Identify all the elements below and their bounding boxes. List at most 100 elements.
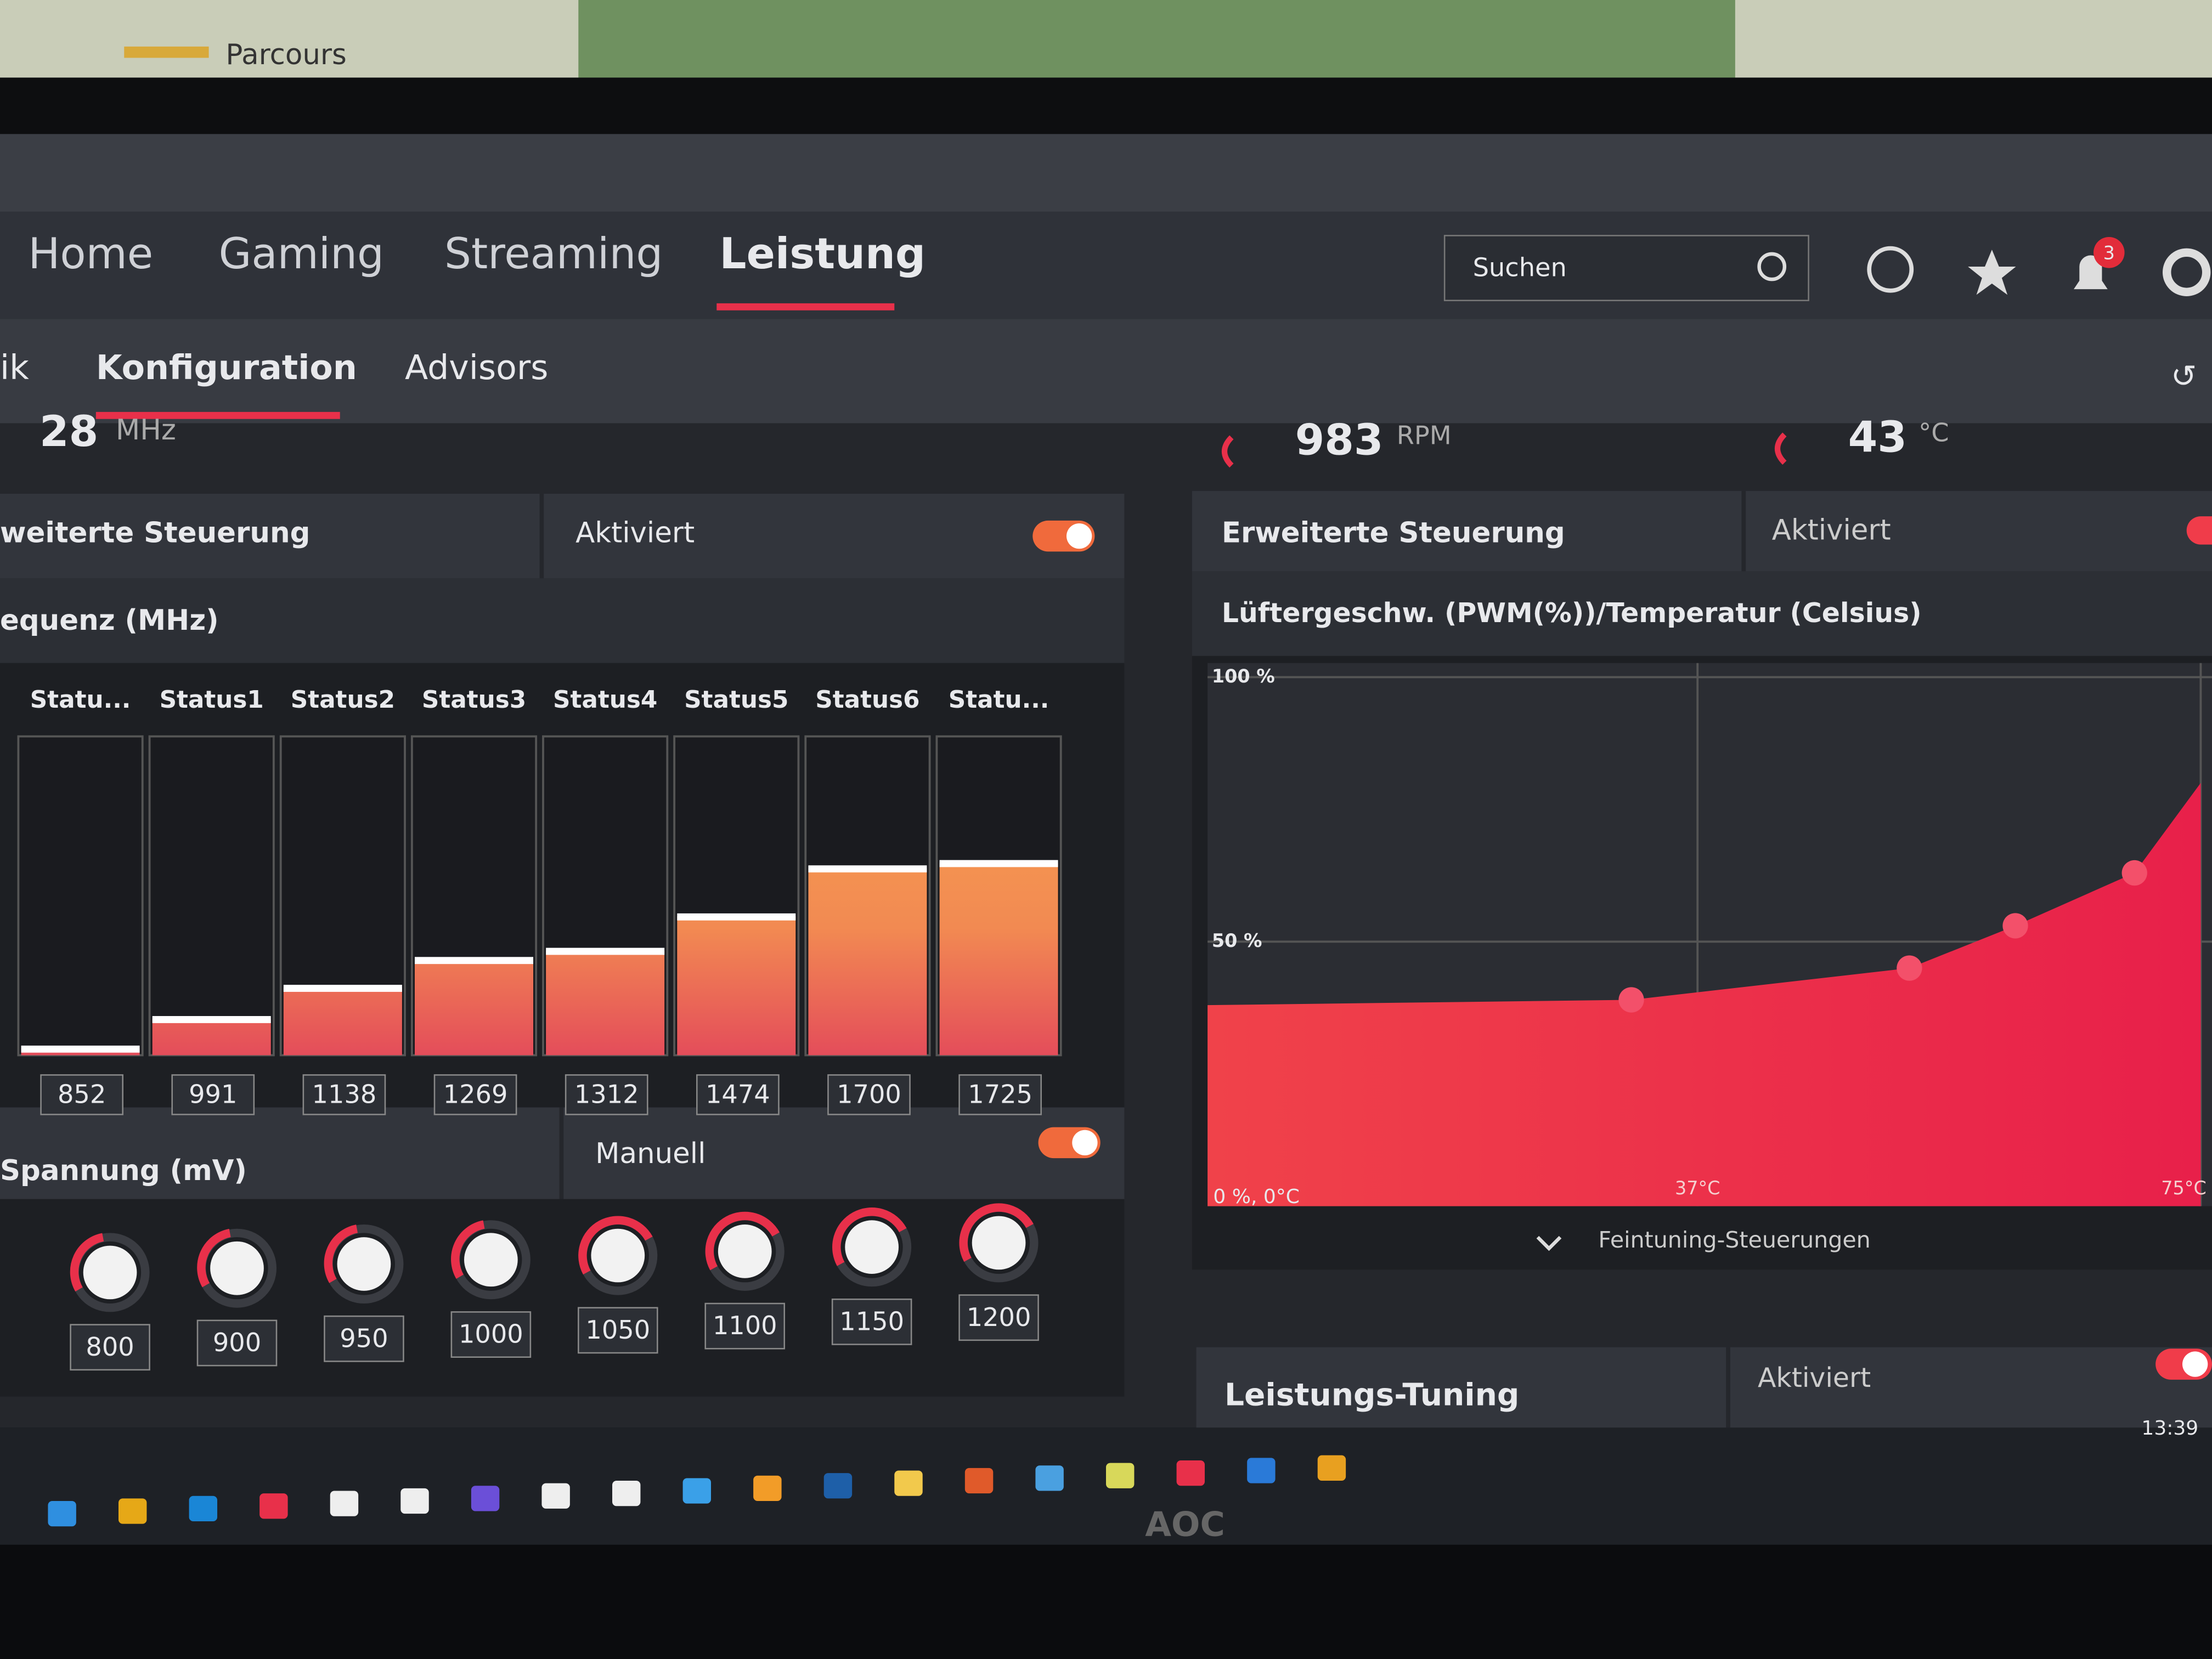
toggle[interactable] [2186,516,2212,545]
taskbar-icon[interactable] [1035,1465,1064,1491]
knob[interactable] [83,1245,137,1300]
voltage-area [0,1199,1125,1397]
value-box[interactable] [958,1294,1039,1341]
freq-value: 1269 [443,1080,508,1109]
taskbar-icon[interactable] [612,1480,641,1506]
taskbar-icon[interactable] [48,1501,76,1527]
value-box[interactable] [70,1324,150,1371]
bar [939,862,1058,1056]
taskbar-icon[interactable] [400,1488,429,1514]
sub-tab[interactable]: Konfiguration [96,348,357,387]
freq-title: equenz (MHz) [0,604,219,637]
bar-top [546,947,665,955]
value-box[interactable] [696,1074,780,1115]
taskbar-icon[interactable] [471,1486,500,1511]
bar-top [415,957,533,964]
value-box[interactable] [324,1315,404,1362]
sub-tab[interactable]: ik [0,348,29,387]
fan-advanced-state: Aktiviert [1772,514,1891,546]
bar-top [939,860,1058,867]
value-box[interactable] [302,1074,386,1115]
bar [152,1019,271,1056]
taskbar-icon[interactable] [823,1473,853,1499]
value-box[interactable] [831,1299,912,1345]
knob[interactable] [210,1241,264,1295]
voltage-value: 1200 [967,1302,1031,1332]
curve-point[interactable] [2002,913,2028,939]
taskbar-icon[interactable] [894,1470,923,1496]
value-box[interactable] [171,1074,255,1115]
taskbar [0,1427,2212,1549]
knob[interactable] [718,1224,772,1278]
state-label: Status4 [553,686,657,714]
voltage-title: Spannung (mV) [0,1154,247,1187]
title-bar [0,134,2212,216]
voltage-value: 900 [213,1328,261,1357]
fan-rpm: 983 [1295,415,1384,465]
search-box[interactable] [1443,235,1809,301]
taskbar-icon[interactable] [541,1483,570,1509]
freq-title-row [0,578,1125,663]
taskbar-icon[interactable] [1106,1463,1135,1488]
freq-value: 991 [189,1080,237,1109]
knob-arc [70,1233,104,1292]
value-box[interactable] [827,1074,911,1115]
value-box[interactable] [450,1311,532,1358]
taskbar-icon[interactable] [682,1478,711,1504]
globe-icon[interactable] [1867,246,1914,293]
taskbar-icon[interactable] [964,1468,994,1494]
freq-value: 1700 [837,1080,901,1109]
state-label: Status3 [422,686,526,714]
bar [415,960,533,1056]
taskbar-icon[interactable] [753,1475,782,1501]
legend-swatch [124,46,209,58]
knob[interactable] [845,1220,899,1274]
x-tick-label: 75°C [2161,1177,2207,1199]
tuning-row [1196,1347,2212,1428]
bar-top [808,865,927,873]
value-box[interactable] [196,1319,278,1367]
taskbar-icon[interactable] [1176,1460,1205,1486]
value-box[interactable] [40,1074,124,1115]
taskbar-icon[interactable] [259,1493,288,1519]
curve-point[interactable] [1897,955,1922,981]
y-tick-label: 50 % [1212,930,1262,951]
fan-area [1207,783,2201,1206]
value-box[interactable] [578,1307,658,1354]
bar-top [152,1016,271,1023]
sub-tab[interactable]: Advisors [405,348,548,387]
voltage-mode: Manuell [595,1137,706,1170]
curve-point[interactable] [2121,860,2147,886]
taskbar-icon[interactable] [330,1491,359,1516]
favorites-icon[interactable] [1968,250,2016,295]
search-icon [1757,252,1787,281]
fan-advanced-row [1192,490,2212,572]
taskbar-icon[interactable] [119,1498,147,1524]
taskbar-icon[interactable] [189,1496,217,1522]
nav-tab[interactable]: Home [28,229,153,279]
value-box[interactable] [958,1074,1042,1115]
value-box[interactable] [433,1074,517,1115]
knob[interactable] [464,1233,518,1287]
nav-tab[interactable]: Gaming [219,229,384,279]
knob[interactable] [337,1237,391,1291]
badge [2094,237,2125,268]
taskbar-icon[interactable] [1247,1458,1276,1483]
knob[interactable] [972,1216,1026,1270]
curve-point[interactable] [1618,987,1644,1013]
gauge [1222,435,1234,468]
y-tick-label: 100 % [1212,665,1275,687]
value-box[interactable] [704,1302,785,1350]
gpu-advanced-state: Aktiviert [575,517,695,550]
settings-icon[interactable] [2163,248,2211,296]
value-box[interactable] [565,1074,648,1115]
reset-icon[interactable]: ↺ [2171,358,2197,394]
state-label: Status2 [291,686,395,714]
chevron[interactable] [1536,1235,1562,1251]
taskbar-icon[interactable] [1317,1455,1346,1481]
nav-tab[interactable]: Leistung [719,229,926,279]
fine-tuning[interactable]: Feintuning-Steuerungen [1598,1227,1870,1253]
knob[interactable] [591,1228,645,1283]
toggle-knob [1066,523,1092,549]
nav-tab[interactable]: Streaming [444,229,663,279]
